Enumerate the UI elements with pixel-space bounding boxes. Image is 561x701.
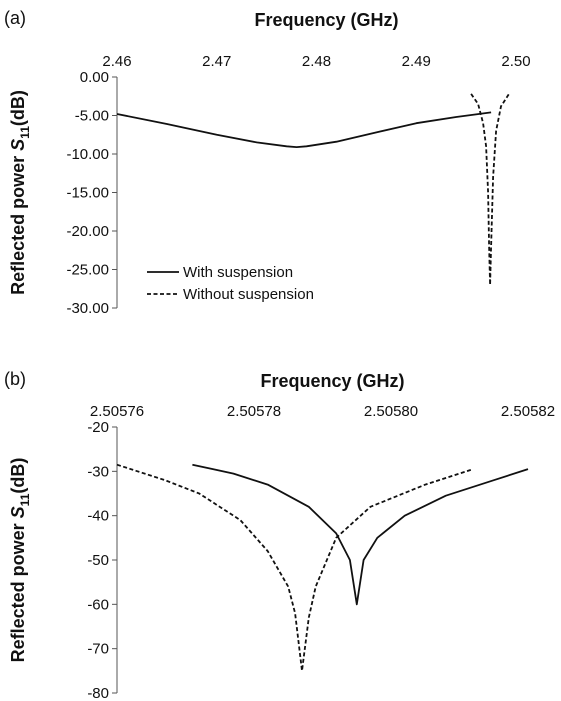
x-tick-label: 2.46 <box>102 53 131 70</box>
y-tick-label: -70 <box>87 641 109 658</box>
panel-label: (a) <box>4 8 26 28</box>
y-tick-label: -30.00 <box>66 300 109 317</box>
y-tick-label: -5.00 <box>75 108 109 125</box>
x-tick-label: 2.47 <box>202 53 231 70</box>
y-tick-label: -30 <box>87 463 109 480</box>
x-tick-label: 2.50576 <box>90 403 144 420</box>
x-tick-label: 2.50578 <box>227 403 281 420</box>
y-axis-title-subscript: 11 <box>18 493 32 506</box>
chart-panel-0: (a) Frequency (GHz) 2.46 2.47 2.48 2.49 2.50 0.… <box>4 8 531 317</box>
y-axis-title-main: Reflected power <box>8 518 28 662</box>
chart-panel-1: (b) Frequency (GHz) 2.50576 2.50578 2.50580 2… <box>4 369 555 701</box>
legend-label: Without suspension <box>183 286 314 303</box>
series-line-without-suspension <box>116 463 474 672</box>
y-axis-title-unit: (dB) <box>8 90 28 126</box>
x-tick-label: 2.50 <box>501 53 530 70</box>
y-tick-label: -10.00 <box>66 146 109 163</box>
x-tick-label: 2.50582 <box>501 403 555 420</box>
y-tick-label: -60 <box>87 596 109 613</box>
y-tick-label: 0.00 <box>80 69 109 86</box>
y-axis-title-symbol: S <box>8 139 28 151</box>
y-axis-title-subscript: 11 <box>18 126 32 139</box>
y-tick-label: -80 <box>87 685 109 701</box>
panel-label: (b) <box>4 369 26 389</box>
x-axis-title: Frequency (GHz) <box>260 371 404 391</box>
x-tick-label: 2.49 <box>402 53 431 70</box>
x-tick-label: 2.50580 <box>364 403 418 420</box>
y-axis-title: Reflected power S11(dB) <box>8 90 32 295</box>
x-tick-label: 2.48 <box>302 53 331 70</box>
series-line-with-suspension <box>192 463 529 606</box>
y-axis-title-main: Reflected power <box>8 151 28 295</box>
legend-label: With suspension <box>183 264 293 281</box>
y-axis-title-symbol: S <box>8 506 28 518</box>
series-line-without-suspension <box>470 93 510 286</box>
y-axis-title: Reflected power S11(dB) <box>8 458 32 663</box>
y-tick-label: -20.00 <box>66 223 109 240</box>
y-axis-title-unit: (dB) <box>8 458 28 494</box>
y-tick-label: -40 <box>87 508 109 525</box>
y-tick-label: -50 <box>87 552 109 569</box>
x-axis-title: Frequency (GHz) <box>254 10 398 30</box>
y-tick-label: -25.00 <box>66 262 109 279</box>
series-line-with-suspension <box>116 111 492 149</box>
y-tick-label: -20 <box>87 419 109 436</box>
y-tick-label: -15.00 <box>66 185 109 202</box>
